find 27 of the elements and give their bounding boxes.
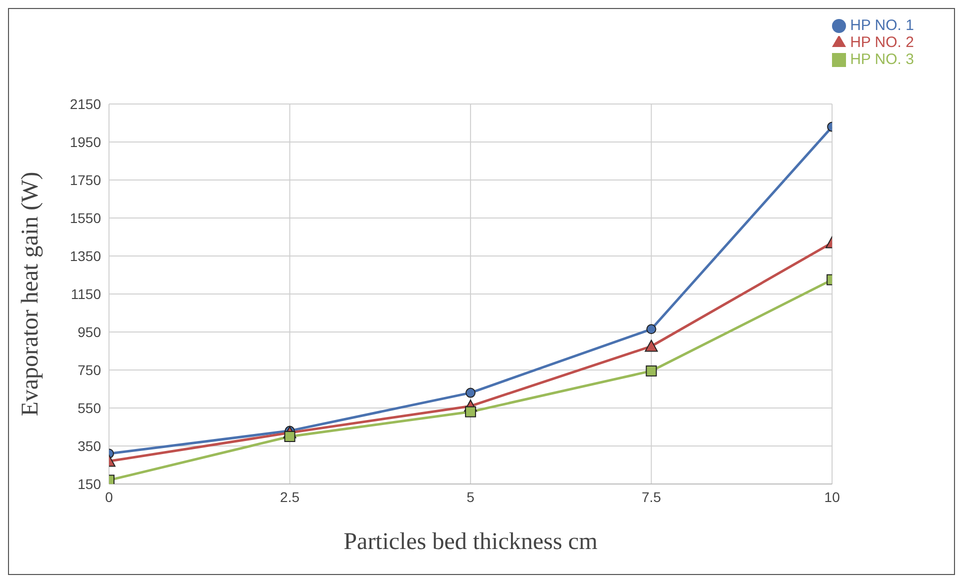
point	[646, 365, 657, 376]
legend-label: HP NO. 1	[850, 17, 914, 34]
x-tick-label: 7.5	[642, 488, 662, 505]
x-tick-label: 10	[824, 488, 840, 505]
y-tick-label: 1350	[70, 248, 102, 264]
y-tick-label: 950	[78, 324, 102, 340]
point	[646, 324, 656, 334]
y-axis-title: Evaporator heat gain (W)	[18, 172, 44, 416]
point	[284, 431, 296, 442]
y-tick-label: 150	[78, 476, 102, 492]
legend-label: HP NO. 2	[850, 34, 914, 51]
y-tick-label: 2150	[70, 96, 102, 112]
y-tick-label: 1750	[70, 172, 102, 188]
y-tick-label: 1150	[70, 286, 102, 302]
y-tick-label: 350	[78, 438, 102, 454]
y-tick-label: 550	[78, 400, 102, 416]
point	[644, 340, 658, 352]
y-tick-label: 1950	[70, 134, 102, 150]
y-tick-label: 1550	[70, 210, 102, 226]
y-tick-label: 750	[78, 362, 102, 378]
x-axis-title: Particles bed thickness cm	[344, 529, 598, 555]
x-tick-label: 0	[105, 488, 114, 505]
x-tick-label: 5	[466, 488, 475, 505]
point	[466, 388, 476, 398]
point	[465, 406, 476, 418]
legend-label: HP NO. 3	[850, 51, 914, 68]
x-tick-label: 2.5	[280, 488, 300, 505]
